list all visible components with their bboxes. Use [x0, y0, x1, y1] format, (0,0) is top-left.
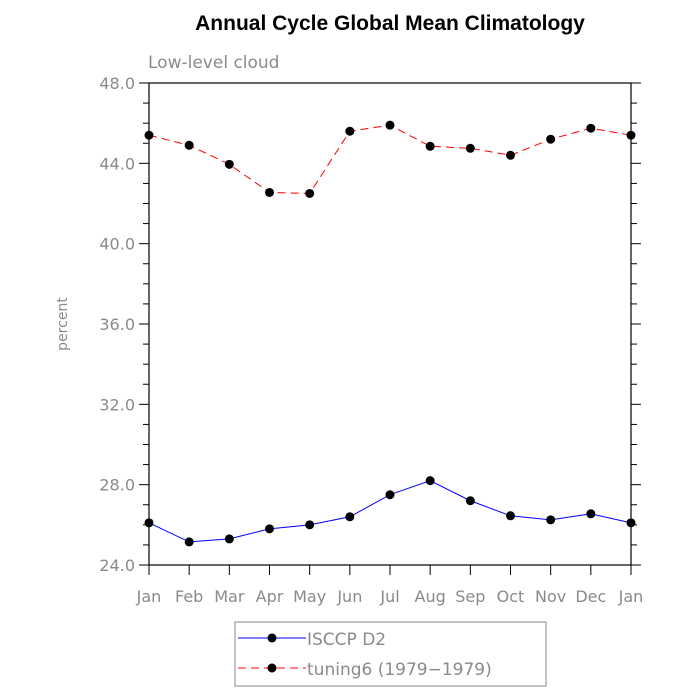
x-tick-label: Aug — [415, 587, 446, 606]
x-tick-label: Jun — [336, 587, 362, 606]
legend-label-isccp: ISCCP D2 — [307, 630, 386, 650]
x-tick-label: Jan — [136, 587, 162, 606]
data-point — [144, 130, 154, 140]
data-point — [345, 512, 355, 522]
series-line-isccp — [148, 480, 632, 543]
data-point — [465, 496, 475, 506]
chart-subtitle: Low-level cloud — [148, 53, 279, 73]
data-point — [626, 130, 636, 140]
data-point — [265, 524, 274, 534]
legend-box — [234, 621, 547, 687]
series-line-tuning6 — [148, 124, 632, 194]
data-point — [184, 537, 194, 547]
chart-title: Annual Cycle Global Mean Climatology — [195, 12, 585, 35]
data-point — [586, 509, 596, 519]
data-point — [546, 134, 556, 144]
data-point — [224, 159, 234, 169]
data-point — [586, 123, 596, 133]
data-point — [465, 143, 475, 153]
data-point — [425, 141, 435, 151]
x-tick-label: Dec — [575, 587, 606, 606]
data-point — [546, 515, 556, 525]
x-tick-label: Jan — [618, 587, 644, 606]
data-point — [305, 188, 315, 198]
x-tick-label: May — [293, 587, 326, 606]
x-tick-label: Feb — [175, 587, 203, 606]
data-point — [144, 518, 154, 528]
legend: ISCCP D2 tuning6 (1979−1979) — [234, 621, 547, 687]
data-point — [224, 534, 234, 544]
data-point — [425, 476, 435, 486]
data-point — [506, 150, 515, 160]
data-point — [305, 520, 315, 530]
y-tick-label: 48.0 — [99, 74, 135, 93]
x-tick-label: Nov — [535, 587, 566, 606]
x-tick-label: Oct — [497, 587, 525, 606]
legend-label-tuning6: tuning6 (1979−1979) — [307, 660, 492, 680]
y-tick-label: 32.0 — [99, 395, 135, 414]
x-tick-label: Jul — [379, 587, 399, 606]
data-point — [385, 490, 395, 500]
data-point — [265, 187, 274, 197]
y-tick-label: 28.0 — [99, 476, 135, 495]
data-point — [345, 126, 355, 136]
x-tick-label: Mar — [214, 587, 245, 606]
y-tick-label: 36.0 — [99, 315, 135, 334]
y-axis-label: percent — [55, 297, 71, 351]
x-tick-label: Sep — [455, 587, 485, 606]
data-point — [385, 120, 395, 130]
data-point — [184, 140, 194, 150]
y-tick-label: 24.0 — [99, 556, 135, 575]
x-tick-label: Apr — [256, 587, 284, 606]
data-point — [506, 511, 515, 521]
y-tick-label: 44.0 — [99, 154, 135, 173]
legend-marker-tuning6 — [267, 663, 277, 673]
data-point — [626, 518, 636, 528]
legend-marker-isccp — [267, 633, 277, 643]
y-tick-label: 40.0 — [99, 235, 135, 254]
